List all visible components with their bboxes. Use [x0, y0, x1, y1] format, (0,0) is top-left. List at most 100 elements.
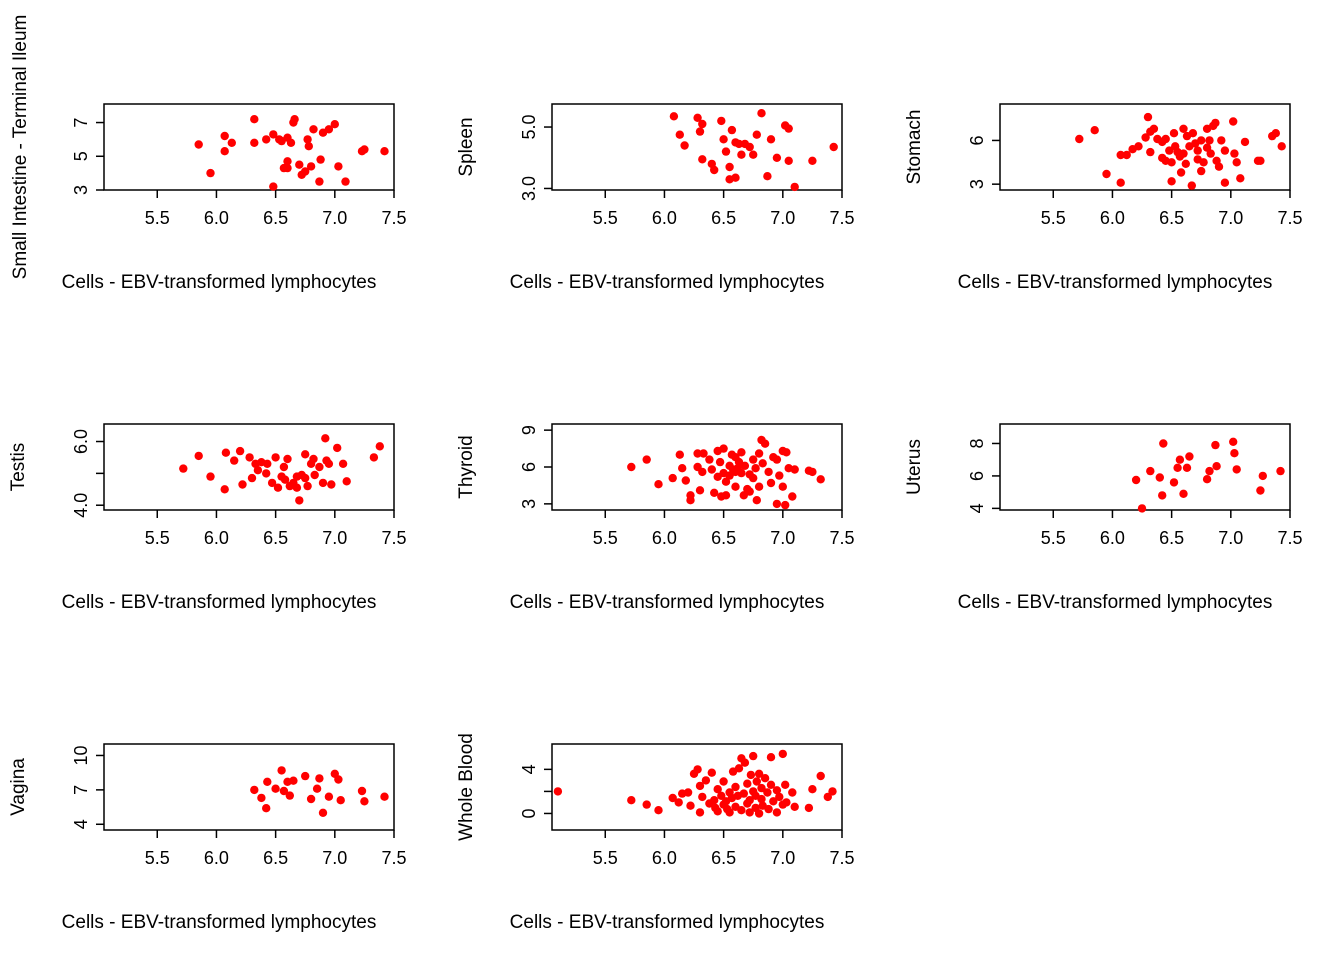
data-point	[701, 776, 711, 785]
data-point	[1187, 181, 1197, 190]
data-point	[235, 446, 245, 456]
y-tick-label: 10	[71, 745, 91, 765]
data-point	[740, 461, 750, 470]
data-point	[746, 770, 756, 780]
data-point	[707, 768, 716, 777]
x-tick-label: 6.5	[263, 848, 288, 868]
x-tick-label: 6.0	[204, 208, 229, 228]
x-tick-label: 7.0	[770, 528, 795, 548]
data-point	[816, 771, 825, 781]
data-point	[334, 162, 343, 171]
data-point	[1185, 452, 1194, 461]
data-point	[327, 480, 336, 489]
data-point	[273, 483, 283, 492]
data-point	[1167, 177, 1176, 186]
data-point	[1199, 158, 1208, 167]
x-tick-label: 6.5	[263, 208, 288, 228]
data-point	[1217, 136, 1226, 145]
data-point	[775, 792, 784, 802]
data-point	[737, 150, 746, 159]
data-point	[220, 485, 229, 494]
y-tick-label: 3	[967, 179, 987, 189]
x-tick-label: 7.0	[1218, 208, 1243, 228]
data-point	[301, 771, 310, 781]
data-point	[1205, 136, 1214, 145]
x-tick-label: 6.0	[652, 528, 677, 548]
x-tick-label: 6.0	[1100, 528, 1125, 548]
x-tick-label: 7.5	[381, 208, 406, 228]
data-point	[627, 462, 636, 472]
x-tick-label: 6.5	[1159, 208, 1184, 228]
x-tick-label: 7.0	[322, 528, 347, 548]
data-point	[734, 139, 744, 149]
data-point	[788, 492, 797, 501]
data-point	[1236, 174, 1245, 183]
data-point	[705, 455, 714, 464]
x-axis-label: Cells - EBV-transformed lymphocytes	[62, 272, 377, 293]
data-point	[721, 147, 731, 156]
data-point	[766, 753, 776, 762]
data-point	[341, 177, 350, 186]
data-point	[1229, 437, 1238, 446]
data-point	[1229, 117, 1238, 126]
data-point	[1256, 486, 1265, 495]
data-point	[324, 792, 334, 801]
data-point	[782, 798, 791, 807]
data-point	[262, 804, 271, 813]
data-point	[698, 467, 707, 477]
data-point	[1193, 146, 1202, 155]
data-point	[710, 796, 719, 805]
data-point	[253, 466, 263, 475]
data-point	[1102, 169, 1111, 179]
data-point	[713, 785, 722, 794]
x-tick-label: 5.5	[593, 528, 618, 548]
y-axis-label: Whole Blood	[456, 733, 477, 841]
data-point	[1158, 491, 1167, 500]
data-point	[263, 459, 272, 468]
plot-frame	[103, 423, 395, 511]
data-point	[828, 787, 837, 796]
data-point	[823, 792, 832, 802]
data-point	[693, 765, 702, 774]
data-point	[179, 464, 188, 473]
data-point	[808, 467, 817, 477]
data-point	[279, 786, 289, 796]
data-point	[775, 471, 784, 480]
data-point	[318, 478, 328, 488]
data-point	[250, 115, 259, 124]
data-point	[194, 451, 203, 461]
x-axis-label: Cells - EBV-transformed lymphocytes	[958, 592, 1273, 613]
data-point	[301, 167, 310, 176]
data-point	[250, 785, 259, 795]
data-point	[695, 781, 705, 791]
data-point	[760, 439, 770, 448]
data-point	[206, 168, 215, 178]
data-point	[1146, 147, 1155, 157]
data-point	[269, 182, 278, 191]
data-point	[772, 499, 782, 509]
x-tick-label: 6.5	[1159, 528, 1184, 548]
data-point	[772, 786, 782, 795]
data-point	[324, 459, 334, 468]
data-point	[238, 480, 247, 489]
y-tick-label: 4.0	[71, 493, 91, 518]
data-point	[1169, 478, 1179, 487]
data-point	[295, 160, 304, 169]
data-point	[1167, 158, 1176, 167]
data-point	[710, 165, 719, 175]
data-point	[1277, 142, 1286, 151]
data-point	[1258, 471, 1268, 481]
x-axis-label: Cells - EBV-transformed lymphocytes	[62, 912, 377, 933]
data-point	[289, 776, 298, 785]
data-point	[1122, 150, 1131, 160]
data-point	[1182, 463, 1192, 472]
data-point	[1161, 134, 1170, 144]
x-tick-label: 5.5	[145, 528, 170, 548]
plot-frame	[103, 743, 395, 831]
data-point	[1141, 133, 1150, 142]
x-tick-label: 6.5	[263, 528, 288, 548]
data-point	[285, 791, 294, 800]
data-point	[1137, 504, 1147, 513]
data-point	[316, 155, 325, 164]
